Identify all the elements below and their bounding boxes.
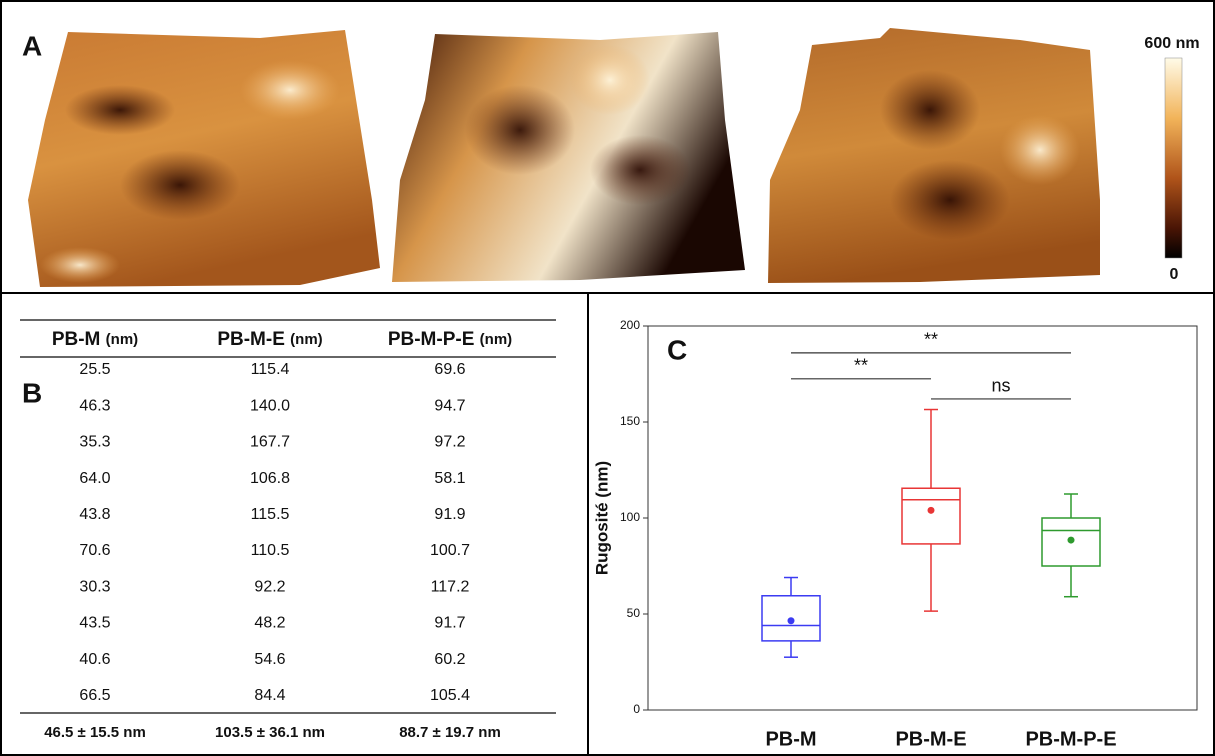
table-cell: 167.7 xyxy=(250,434,290,451)
box xyxy=(1041,517,1101,567)
y-axis-label: Rugosité (nm) xyxy=(592,461,611,575)
afm-peak xyxy=(40,247,120,283)
scale-max: 600 nm xyxy=(1144,35,1199,52)
significance-label: ** xyxy=(924,330,938,350)
header-unit: (nm) xyxy=(106,331,139,348)
table-cell: 91.7 xyxy=(434,615,465,632)
table-cell: 84.4 xyxy=(254,687,285,704)
y-tick-label: 100 xyxy=(620,510,640,524)
table-cell: 64.0 xyxy=(79,470,110,487)
box xyxy=(901,487,961,545)
afm-valley xyxy=(590,135,690,205)
table-cell: 43.8 xyxy=(79,506,110,523)
table-cell: 54.6 xyxy=(254,651,285,668)
afm-valley xyxy=(880,70,980,150)
significance-label: ns xyxy=(991,376,1010,396)
table-cell: 70.6 xyxy=(79,542,110,559)
significance-label: ** xyxy=(854,356,868,376)
header-name: PB-M-E xyxy=(217,329,290,350)
summary-cell: 103.5 ± 36.1 nm xyxy=(215,724,325,741)
table-cell: 43.5 xyxy=(79,615,110,632)
afm-surface xyxy=(768,28,1100,283)
table-cell: 106.8 xyxy=(250,470,290,487)
panel-label: B xyxy=(22,377,42,408)
x-tick-label: PB-M-P-E xyxy=(1025,728,1116,750)
afm-surface xyxy=(392,32,745,282)
header-name: PB-M xyxy=(52,329,106,350)
table-cell: 117.2 xyxy=(431,578,470,595)
table-cell: 97.2 xyxy=(434,434,465,451)
x-tick-label: PB-M-E xyxy=(895,728,966,750)
table-cell: 92.2 xyxy=(254,578,285,595)
panel-label: A xyxy=(22,30,42,61)
y-tick-label: 0 xyxy=(633,702,640,716)
table-cell: 66.5 xyxy=(79,687,110,704)
afm-peak xyxy=(570,45,650,115)
afm-peak xyxy=(240,60,340,120)
table-cell: 115.5 xyxy=(251,506,290,523)
column-header: PB-M-P-E (nm) xyxy=(388,329,512,350)
afm-valley xyxy=(120,150,240,220)
y-tick-label: 150 xyxy=(620,414,640,428)
column-header: PB-M (nm) xyxy=(52,329,138,350)
header-unit: (nm) xyxy=(290,331,323,348)
x-tick-label: PB-M xyxy=(765,728,816,750)
header-unit: (nm) xyxy=(480,331,513,348)
y-tick-label: 50 xyxy=(627,606,641,620)
table-cell: 60.2 xyxy=(434,651,465,668)
table-cell: 25.5 xyxy=(79,361,110,378)
afm-valley xyxy=(65,85,175,135)
summary-cell: 46.5 ± 15.5 nm xyxy=(44,724,146,741)
afm-valley xyxy=(890,160,1010,240)
table-cell: 91.9 xyxy=(434,506,465,523)
table-cell: 40.6 xyxy=(79,651,110,668)
table-cell: 115.4 xyxy=(251,361,290,378)
afm-peak xyxy=(1000,115,1080,185)
mean xyxy=(927,506,935,514)
table-cell: 140.0 xyxy=(250,397,290,414)
plot-frame xyxy=(647,325,1198,711)
chart-label: C xyxy=(667,334,687,365)
table-cell: 100.7 xyxy=(430,542,470,559)
table-cell: 46.3 xyxy=(79,397,110,414)
table-cell: 58.1 xyxy=(434,470,465,487)
mean xyxy=(1067,536,1075,544)
table-cell: 94.7 xyxy=(434,397,465,414)
table-cell: 110.5 xyxy=(251,542,290,559)
y-tick-label: 200 xyxy=(620,318,640,332)
table-cell: 105.4 xyxy=(430,687,470,704)
table-cell: 30.3 xyxy=(79,578,110,595)
afm-valley xyxy=(465,85,575,175)
afm-images xyxy=(28,28,1183,287)
table-cell: 69.6 xyxy=(434,361,465,378)
box xyxy=(761,595,821,642)
color-bar xyxy=(1164,57,1183,259)
column-header: PB-M-E (nm) xyxy=(217,329,322,350)
table-cell: 35.3 xyxy=(79,434,110,451)
mean xyxy=(787,617,795,625)
header-name: PB-M-P-E xyxy=(388,329,480,350)
scale-min: 0 xyxy=(1170,266,1179,283)
table-cell: 48.2 xyxy=(254,615,285,632)
summary-cell: 88.7 ± 19.7 nm xyxy=(399,724,501,741)
